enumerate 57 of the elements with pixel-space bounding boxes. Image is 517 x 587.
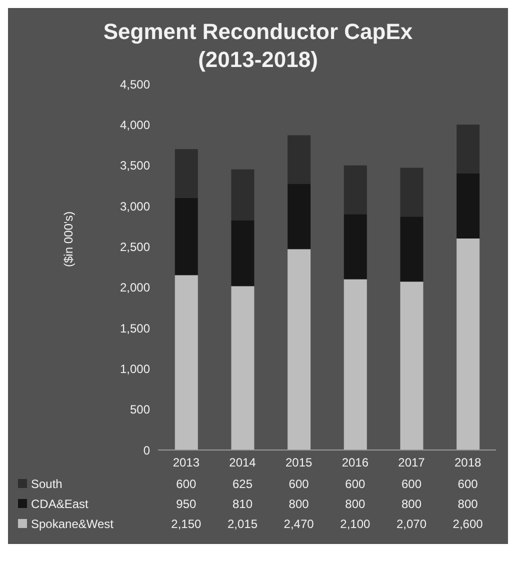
x-tick-label: 2013 [172,456,200,470]
bar [231,169,254,220]
x-tick-label: 2015 [285,456,313,470]
data-label: 625 [231,476,254,493]
x-tick-label: 2014 [229,456,256,470]
data-label: 800 [344,496,366,513]
legend-label: South [31,477,62,491]
bar [288,135,311,184]
data-label: 600 [175,476,198,493]
legend-label: CDA&East [31,497,88,511]
bar [344,165,367,214]
data-label: 2,600 [452,516,484,533]
data-label: 2,150 [170,516,202,533]
bar [174,149,198,198]
data-label: 800 [456,496,479,513]
y-tick-label: 2,500 [120,240,150,254]
bar [174,198,198,276]
chart-title: Segment Reconductor CapEx (2013-2018) [102,18,414,74]
bar [400,282,424,450]
x-tick-label: 2016 [342,456,369,470]
bar [174,275,198,450]
data-label: 2,100 [339,516,372,533]
bar [231,220,254,286]
y-tick-label: 4,000 [120,118,150,132]
data-label: 2,070 [395,516,428,533]
y-tick-label: 3,000 [120,199,150,214]
y-tick-label: 500 [130,402,150,417]
y-tick-label: 0 [143,443,150,458]
data-label: 800 [400,496,422,513]
bar [456,124,480,174]
bar [400,168,424,217]
y-tick-label: 1,000 [120,362,150,376]
y-axis-title: ($in 000's) [61,211,76,267]
x-tick-label: 2018 [454,456,482,470]
bar [344,214,367,280]
bar [400,216,424,282]
y-tick-label: 2,000 [120,280,150,295]
data-label: 810 [231,496,254,513]
data-label: 600 [344,476,366,493]
bar [456,173,480,239]
data-label: 800 [288,496,310,513]
bar [288,249,311,450]
y-tick-label: 3,500 [120,158,150,173]
bar [231,286,254,450]
bar [456,238,480,450]
data-label: 2,015 [226,516,258,533]
data-label: 600 [400,476,422,493]
data-label: 600 [456,476,479,493]
data-label: 2,470 [282,516,315,533]
y-tick-label: 1,500 [120,321,150,336]
data-label: 600 [288,476,310,493]
bar [288,184,311,250]
data-label: 950 [175,496,198,513]
x-tick-label: 2017 [398,456,426,470]
bar [344,279,367,450]
y-tick-label: 4,500 [120,77,150,92]
legend-label: Spokane&West [31,517,114,531]
